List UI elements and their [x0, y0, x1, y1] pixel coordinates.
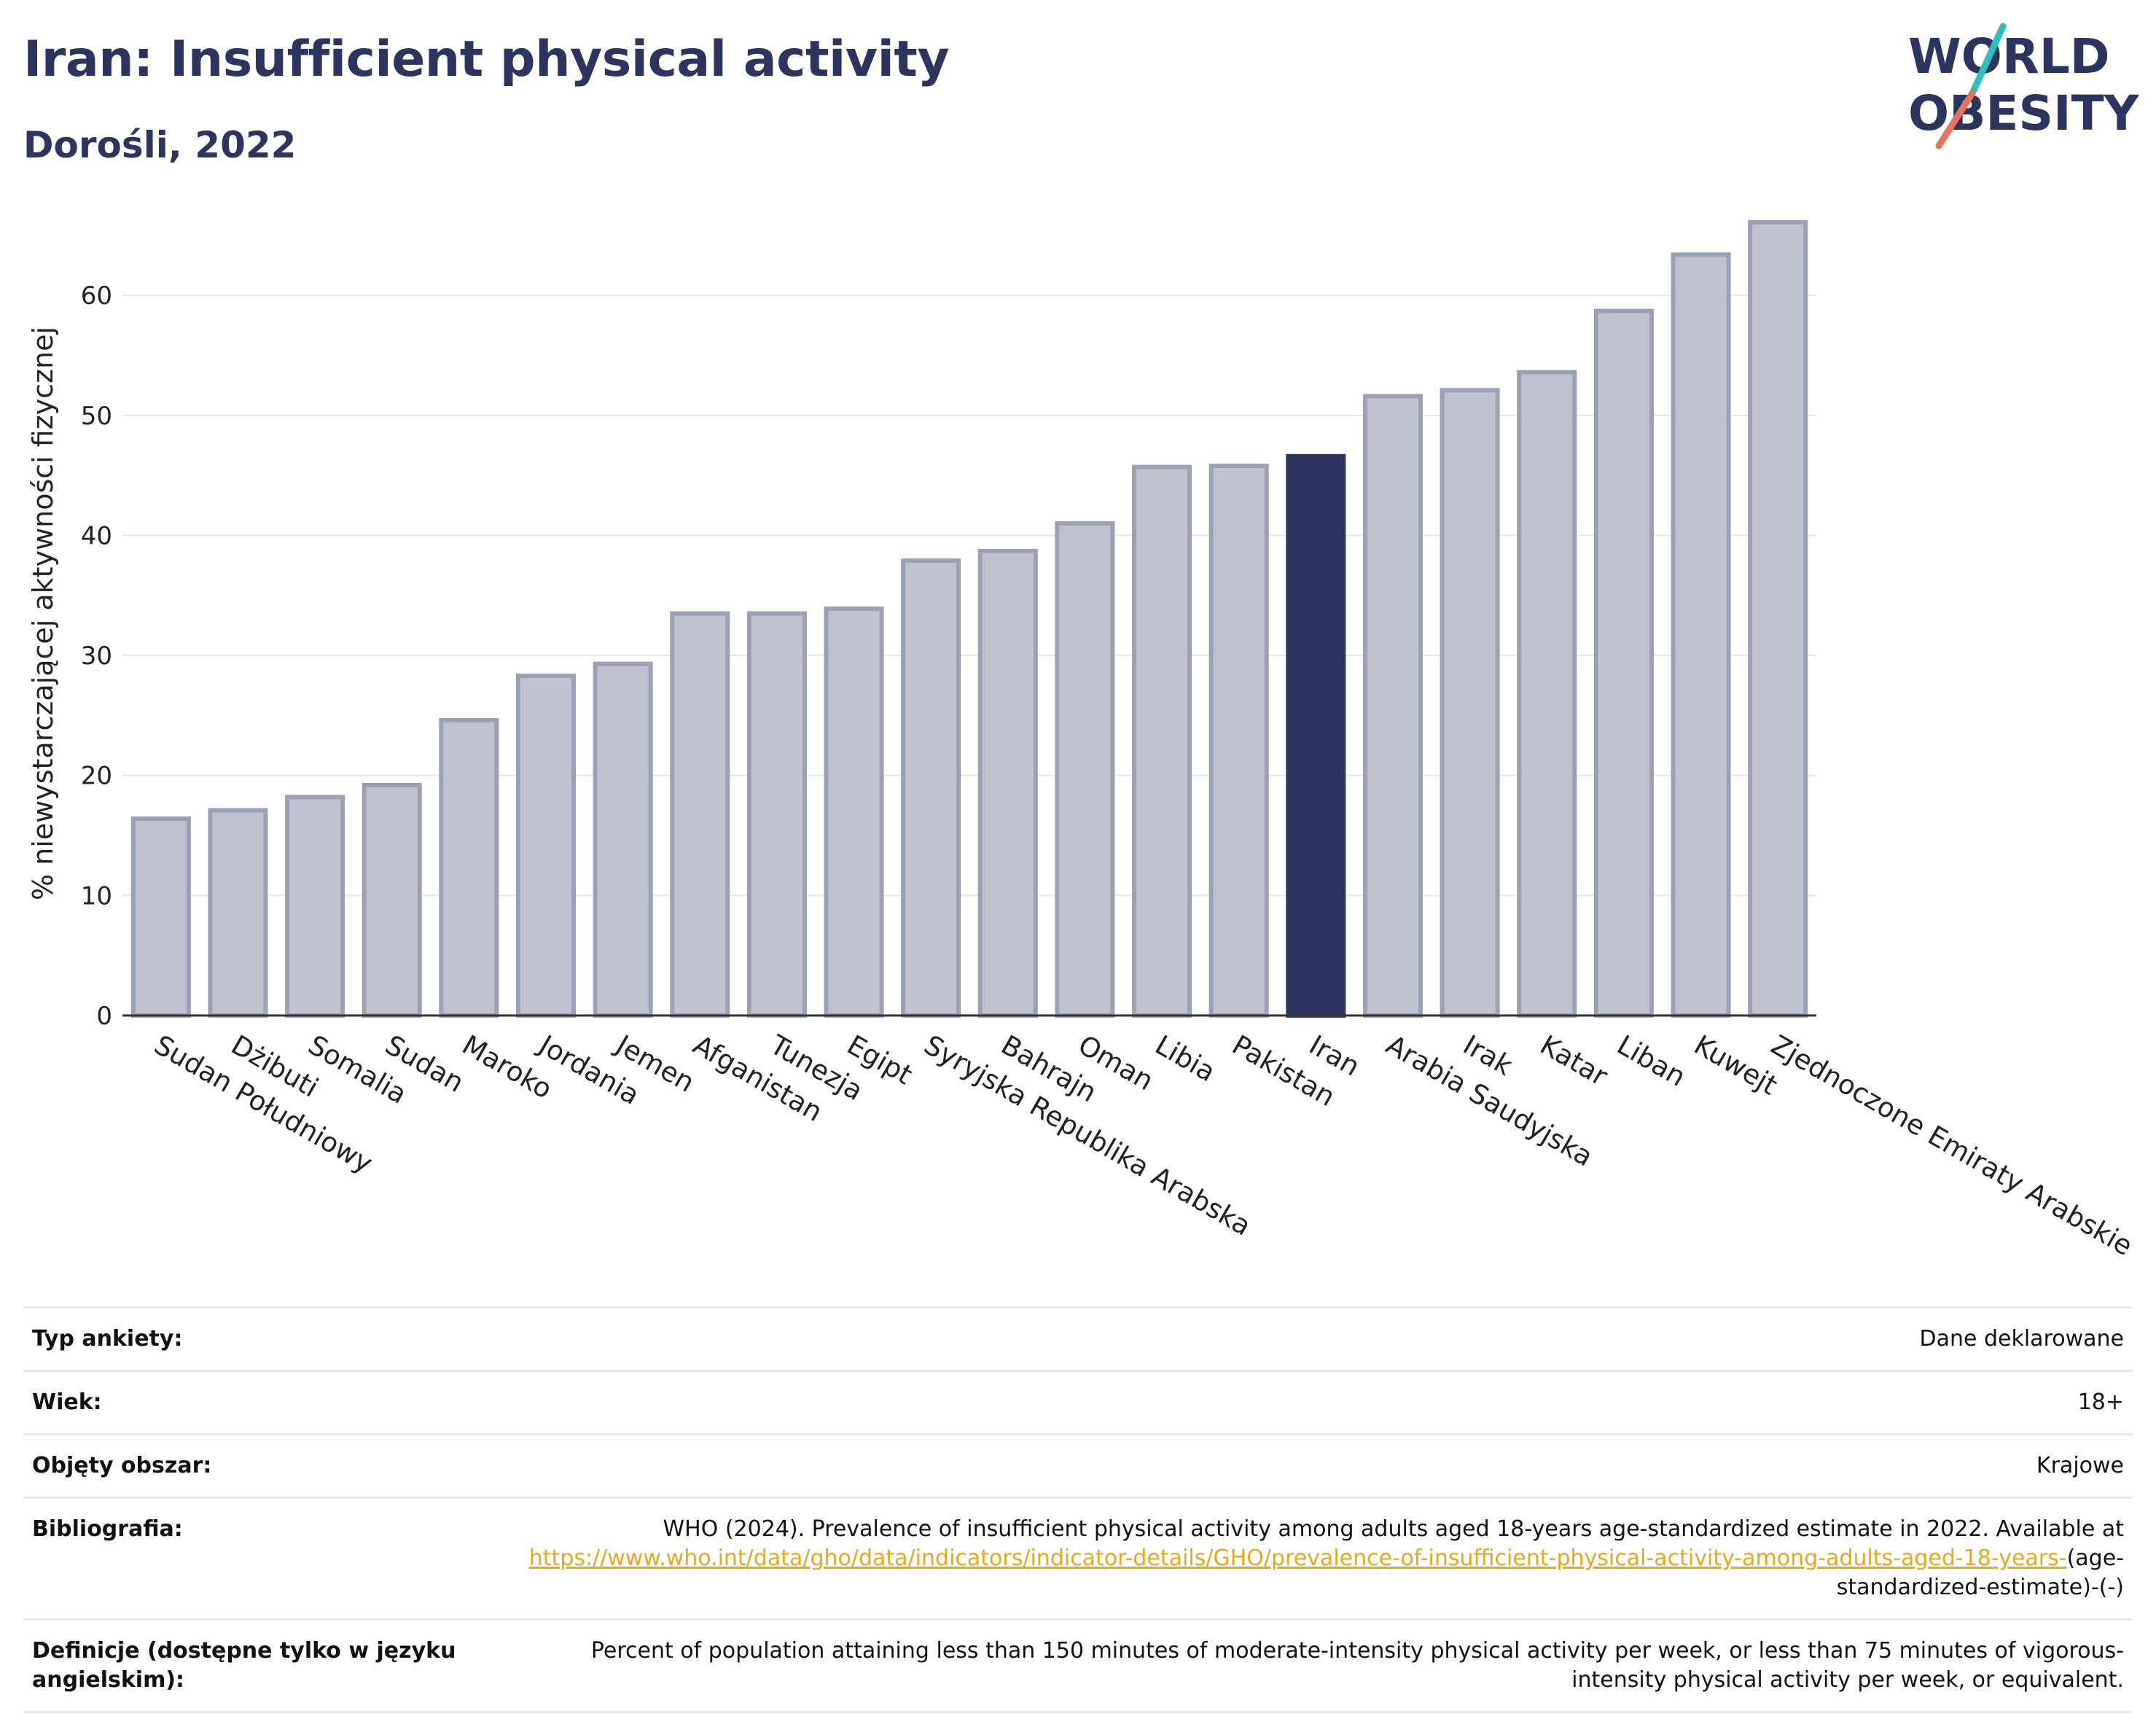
- chart-subtitle: Dorośli, 2022: [23, 124, 297, 166]
- bibliography-text: WHO (2024). Prevalence of insufficient p…: [663, 1516, 2124, 1542]
- x-tick-label: Kuwejt: [1689, 1029, 1783, 1102]
- bibliography-row: Bibliografia: WHO (2024). Prevalence of …: [23, 1497, 2133, 1620]
- definition-row: Definicje (dostępne tylko w języku angie…: [23, 1619, 2133, 1712]
- y-tick-label: 40: [81, 521, 112, 550]
- bar: [746, 611, 807, 1018]
- info-table: Typ ankiety: Dane deklarowane Wiek: 18+ …: [23, 1306, 2133, 1713]
- bar: [1517, 370, 1577, 1018]
- bar: [1748, 219, 1808, 1018]
- bar: [285, 795, 345, 1018]
- info-row: Wiek: 18+: [23, 1371, 2133, 1435]
- category-labels: Sudan PołudniowyDżibutiSomaliaSudanMarok…: [149, 1029, 2138, 1261]
- info-value: Dane deklarowane: [1919, 1326, 2124, 1352]
- bar: [1671, 252, 1731, 1018]
- bar: [362, 782, 422, 1018]
- bar-highlight: [1286, 453, 1346, 1018]
- definition-value: Percent of population attaining less tha…: [590, 1638, 2124, 1693]
- x-tick-label: Libia: [1150, 1029, 1221, 1088]
- bibliography-link[interactable]: https://www.who.int/data/gho/data/indica…: [528, 1545, 2067, 1571]
- y-axis-title: % niewystarczającej aktywności fizycznej: [27, 327, 59, 900]
- bar: [1440, 388, 1500, 1018]
- info-key: Objęty obszar:: [32, 1453, 212, 1478]
- y-tick-label: 0: [96, 1002, 112, 1031]
- bar: [901, 558, 961, 1018]
- bars: [130, 219, 1808, 1018]
- bar: [1362, 394, 1423, 1018]
- logo-line-2: OBESITY: [1908, 85, 2140, 141]
- bar: [977, 548, 1038, 1018]
- y-tick-label: 10: [81, 881, 112, 911]
- axes: 0 10 20 30 40 50 60 % niewystarczającej aktywno…: [27, 281, 1816, 1031]
- info-key: Typ ankiety:: [32, 1326, 183, 1352]
- bar: [824, 606, 884, 1018]
- info-key: Wiek:: [32, 1389, 102, 1415]
- logo-line-1: WORLD: [1908, 28, 2110, 85]
- y-tick-label: 20: [81, 762, 112, 791]
- bar: [1593, 308, 1654, 1018]
- bar: [208, 808, 268, 1018]
- x-tick-label: Liban: [1612, 1029, 1691, 1093]
- bar: [439, 718, 499, 1018]
- bibliography-key: Bibliografia:: [32, 1516, 183, 1542]
- y-tick-label: 50: [81, 402, 112, 431]
- bibliography-value: WHO (2024). Prevalence of insufficient p…: [493, 1498, 2133, 1620]
- definition-key: Definicje (dostępne tylko w języku angie…: [32, 1638, 456, 1693]
- info-row: Objęty obszar: Krajowe: [23, 1434, 2133, 1498]
- x-tick-label: Katar: [1535, 1029, 1614, 1093]
- chart-title: Iran: Insufficient physical activity: [23, 31, 950, 88]
- world-obesity-logo[interactable]: WORLD OBESITY: [1908, 20, 2141, 152]
- bar: [1132, 464, 1192, 1018]
- info-value: 18+: [2077, 1389, 2124, 1415]
- bar: [1055, 521, 1115, 1018]
- bibliography-suffix: (age-standardized-estimate)-(-): [1836, 1545, 2124, 1600]
- x-tick-label: Zjednoczone Emiraty Arabskie: [1766, 1029, 2138, 1261]
- y-tick-label: 30: [81, 642, 112, 671]
- info-value: Krajowe: [2036, 1453, 2124, 1478]
- logo-slash-teal: [1969, 23, 2007, 97]
- bar: [515, 674, 577, 1018]
- info-row: Typ ankiety: Dane deklarowane: [23, 1307, 2133, 1371]
- bar: [670, 611, 730, 1018]
- y-tick-label: 60: [81, 281, 112, 311]
- bar: [593, 661, 653, 1018]
- bar: [130, 816, 191, 1018]
- bar: [1208, 464, 1269, 1018]
- logo-slash-coral: [1935, 90, 1976, 149]
- bar-chart: 0 10 20 30 40 50 60 % niewystarczającej aktywno…: [27, 219, 2138, 1261]
